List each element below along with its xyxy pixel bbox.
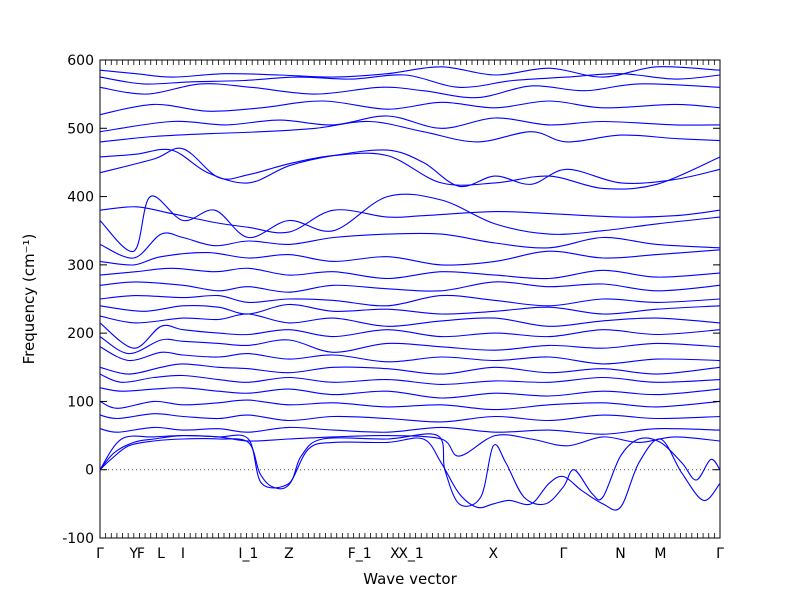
band-line-20 [99,346,721,365]
band-line-15 [99,294,721,307]
band-line-1 [99,66,721,78]
band-line-19 [99,336,721,355]
band-line-3 [99,83,721,99]
band-lines [99,66,721,511]
y-tick-label: -100 [62,531,94,547]
x-tick-label: Γ [716,546,724,562]
x-axis: Γ YF L I I_1 Z F_1 XX_1 X Γ N M Γ [96,60,724,562]
band-line-22 [99,373,721,385]
band-line-18 [99,322,721,349]
x-tick-label: Y [128,546,138,562]
x-tick-label: N [615,546,625,562]
x-tick-label: F_1 [348,546,372,562]
x-tick-label: I_1 [238,546,258,562]
x-tick-label: I [181,546,185,562]
x-tick-label: Z [284,546,294,562]
band-line-13 [99,267,721,280]
band-line-8 [99,147,721,190]
x-tick-label: M [654,546,666,562]
y-tick-label: 600 [67,53,94,69]
x-tick-label: F [137,546,145,562]
band-line-5 [99,115,721,133]
band-line-14 [99,281,721,293]
y-tick-label: 100 [67,394,94,410]
plot-area [99,59,721,539]
x-axis-label: Wave vector [363,570,457,588]
x-tick-label: L [157,546,165,562]
band-line-24 [99,399,721,411]
y-tick-label: 0 [85,463,94,479]
plot-background [100,60,720,538]
band-line-12 [99,249,721,266]
band-line-10 [99,193,721,252]
band-line-2 [99,73,721,88]
y-tick-label: 400 [67,190,94,206]
band-line-16 [99,303,721,315]
x-tick-label: X [390,546,400,562]
band-line-6 [99,120,721,143]
band-line-9 [99,206,721,234]
y-axis-label: Frequency (cm⁻¹) [20,234,38,365]
band-line-28 [99,433,721,507]
y-tick-label: 200 [67,326,94,342]
band-line-7 [99,148,721,188]
x-tick-label: X [489,546,499,562]
x-tick-label: X_1 [398,546,424,562]
y-tick-label: 300 [67,258,94,274]
band-line-4 [99,100,721,116]
x-tick-label: Γ [96,546,104,562]
band-line-23 [99,387,721,399]
band-line-25 [99,413,721,423]
y-tick-label: 500 [67,121,94,137]
x-tick-label: Γ [559,546,567,562]
band-line-29 [99,437,721,511]
band-line-17 [99,313,721,327]
band-line-11 [99,232,721,259]
y-axis: -100 0 100 200 300 400 500 600 [62,53,720,547]
band-line-21 [99,363,721,375]
band-line-26 [99,426,721,435]
